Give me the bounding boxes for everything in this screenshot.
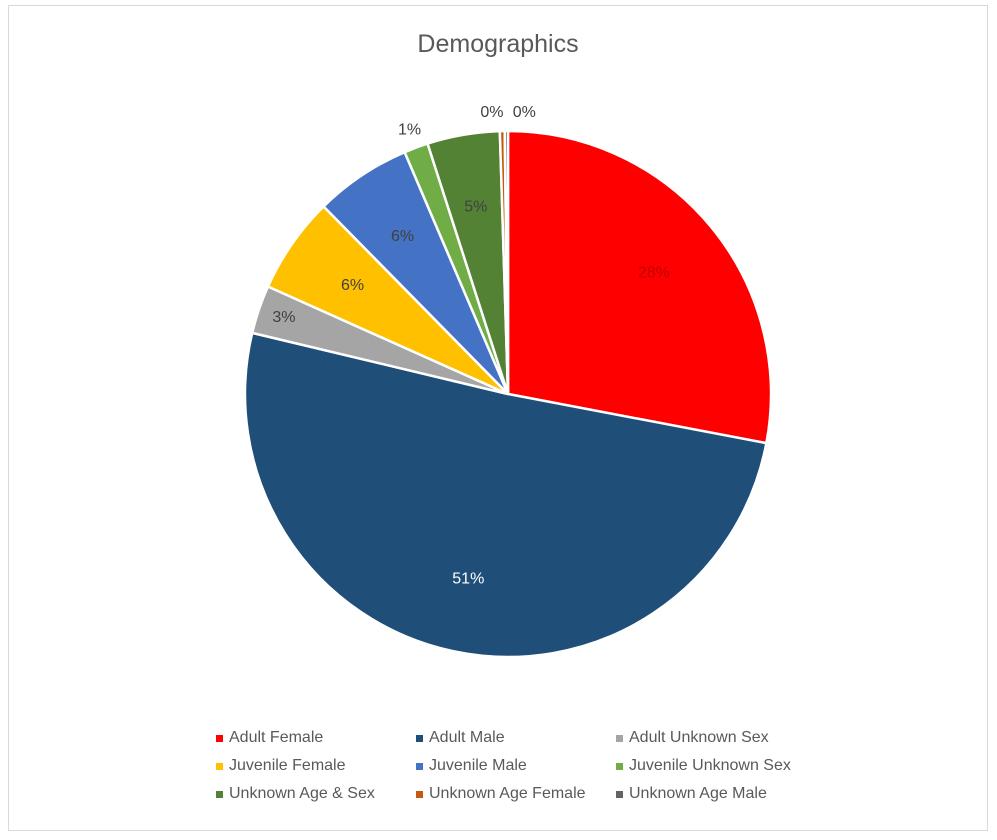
legend-item-juvenile-female: Juvenile Female [216,757,346,775]
pie-slice-adult-female [506,129,773,445]
legend-label: Juvenile Male [429,757,527,774]
data-label-adult-female: 28% [638,264,670,281]
legend-item-unknown-age-male: Unknown Age Male [616,785,767,803]
legend-label: Juvenile Female [229,757,346,774]
data-label-unknown-age-female: 0% [480,104,503,121]
legend-swatch [216,734,223,742]
legend-item-adult-unknown-sex: Adult Unknown Sex [616,729,769,747]
legend-item-juvenile-unknown-sex: Juvenile Unknown Sex [616,757,791,775]
legend-item-adult-male: Adult Male [416,729,505,747]
legend-label: Adult Unknown Sex [629,729,769,746]
legend-item-juvenile-male: Juvenile Male [416,757,527,775]
legend-label: Unknown Age Male [629,785,767,802]
data-label-unknown-age-and-sex: 5% [464,199,487,216]
legend-swatch [616,762,623,770]
data-label-juvenile-unknown-sex: 1% [398,122,421,139]
legend-item-adult-female: Adult Female [216,729,323,747]
legend-label: Adult Female [229,729,324,746]
legend-label: Unknown Age Female [429,785,586,802]
chart-title: Demographics [417,30,579,58]
legend-swatch [416,734,423,742]
data-label-juvenile-female: 6% [341,277,364,294]
pie-slice-adult-male [243,331,768,659]
legend-label: Unknown Age & Sex [229,785,375,802]
legend-label: Juvenile Unknown Sex [629,757,791,774]
pie-chart: 28% 51% 3% 6% 6% 1% 5% 0% 0% [243,104,773,659]
legend-swatch [616,734,623,742]
legend-swatch [216,762,223,770]
chart-area: Demographics 28% 51% 3% 6% 6% 1% 5% 0% 0% Adult … [8,5,988,831]
data-label-juvenile-male: 6% [391,228,414,245]
legend-item-unknown-age-and-sex: Unknown Age & Sex [216,785,375,803]
data-label-unknown-age-male: 0% [513,104,536,121]
pie-slice-unknown-age-male [503,129,510,395]
legend-swatch [416,762,423,770]
data-label-adult-male: 51% [452,570,484,587]
legend-swatch [216,790,223,798]
legend-label: Adult Male [429,729,505,746]
legend-swatch [416,790,423,798]
legend-swatch [616,790,623,798]
data-label-adult-unknown-sex: 3% [272,309,295,326]
legend-item-unknown-age-female: Unknown Age Female [416,785,586,803]
